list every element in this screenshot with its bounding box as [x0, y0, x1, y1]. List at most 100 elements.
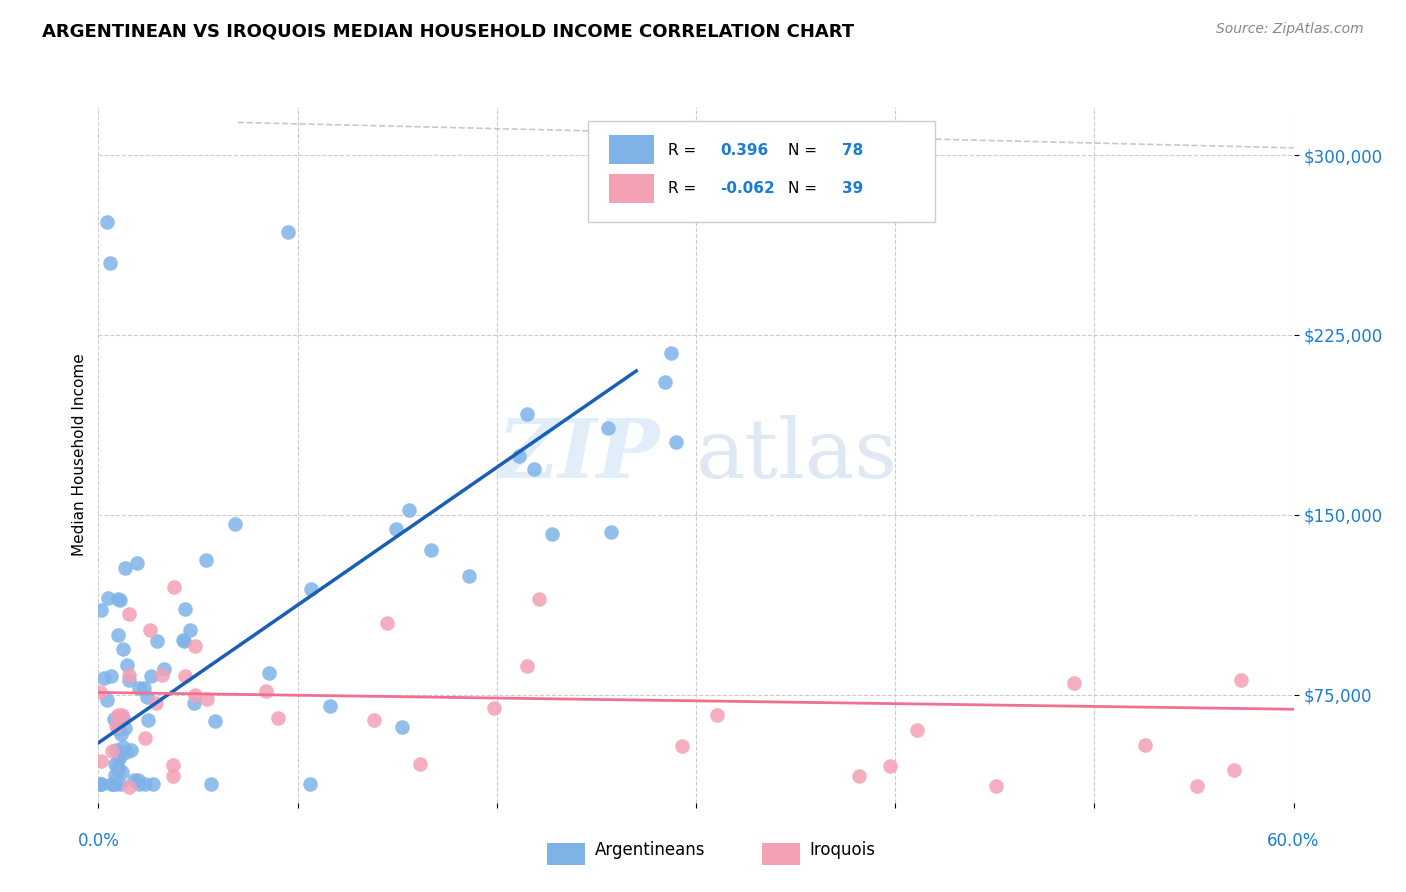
Point	[107, 722, 129, 736]
Point	[90, 603, 112, 617]
Point	[96, 215, 118, 229]
Point	[523, 461, 546, 475]
FancyBboxPatch shape	[609, 174, 654, 203]
Text: ZIP: ZIP	[498, 415, 661, 495]
Point	[529, 592, 551, 607]
Text: 78: 78	[842, 143, 863, 158]
Text: ARGENTINEAN VS IROQUOIS MEDIAN HOUSEHOLD INCOME CORRELATION CHART: ARGENTINEAN VS IROQUOIS MEDIAN HOUSEHOLD…	[42, 22, 855, 40]
Point	[457, 569, 479, 583]
Point	[184, 688, 207, 702]
Point	[105, 719, 128, 733]
Point	[385, 522, 408, 536]
Point	[118, 673, 141, 687]
Point	[115, 745, 138, 759]
Point	[848, 769, 870, 783]
Point	[1230, 673, 1253, 687]
FancyBboxPatch shape	[547, 843, 585, 865]
Point	[104, 743, 127, 757]
Point	[174, 669, 197, 683]
Point	[152, 662, 174, 676]
Point	[136, 713, 159, 727]
Point	[142, 776, 165, 790]
Point	[139, 668, 162, 682]
Point	[107, 760, 129, 774]
Point	[114, 560, 136, 574]
Point	[114, 721, 136, 735]
Point	[671, 739, 693, 753]
Point	[108, 776, 131, 790]
Point	[107, 628, 129, 642]
Point	[194, 553, 217, 567]
Point	[1135, 738, 1157, 752]
FancyBboxPatch shape	[588, 121, 935, 222]
Point	[128, 776, 150, 790]
Point	[665, 435, 688, 450]
Point	[135, 690, 157, 704]
Point	[112, 711, 135, 725]
Point	[120, 743, 142, 757]
Point	[107, 592, 129, 607]
Point	[600, 525, 623, 540]
Point	[138, 623, 160, 637]
Point	[117, 780, 139, 794]
Point	[172, 633, 194, 648]
FancyBboxPatch shape	[762, 843, 800, 865]
Point	[89, 776, 111, 790]
Point	[101, 776, 124, 790]
Point	[319, 698, 342, 713]
Point	[117, 668, 139, 682]
Point	[110, 727, 132, 741]
Text: 0.396: 0.396	[720, 143, 768, 158]
Point	[398, 503, 420, 517]
Point	[108, 750, 131, 764]
Point	[173, 602, 195, 616]
Point	[111, 642, 134, 657]
Point	[104, 776, 127, 790]
Point	[112, 740, 135, 755]
Point	[97, 591, 120, 605]
Point	[127, 773, 149, 788]
Point	[195, 692, 218, 706]
Point	[277, 225, 299, 239]
Point	[1222, 763, 1244, 777]
Point	[391, 720, 413, 734]
Text: 60.0%: 60.0%	[1267, 831, 1320, 849]
Point	[124, 773, 146, 788]
Point	[173, 634, 195, 648]
Text: Argentineans: Argentineans	[595, 841, 704, 859]
Point	[299, 582, 322, 597]
Point	[654, 376, 676, 390]
Point	[96, 692, 118, 706]
Point	[179, 623, 201, 637]
Point	[128, 681, 150, 695]
Point	[1063, 675, 1085, 690]
Point	[162, 769, 184, 783]
Y-axis label: Median Household Income: Median Household Income	[72, 353, 87, 557]
Point	[111, 764, 134, 779]
Point	[110, 748, 132, 763]
Point	[204, 714, 226, 729]
Text: Source: ZipAtlas.com: Source: ZipAtlas.com	[1216, 22, 1364, 37]
Point	[150, 668, 173, 682]
Point	[419, 542, 441, 557]
Point	[134, 776, 156, 790]
Point	[163, 580, 186, 594]
Text: atlas: atlas	[696, 415, 898, 495]
Point	[224, 516, 246, 531]
Point	[299, 776, 322, 790]
Point	[146, 633, 169, 648]
Point	[111, 708, 134, 723]
Point	[706, 708, 728, 723]
Text: N =: N =	[787, 143, 823, 158]
Point	[107, 708, 129, 723]
Point	[103, 712, 125, 726]
Point	[482, 701, 505, 715]
Point	[90, 754, 112, 768]
Point	[879, 759, 901, 773]
Point	[905, 723, 928, 737]
Point	[515, 407, 537, 421]
Point	[259, 665, 281, 680]
Point	[104, 767, 127, 781]
Point	[516, 659, 538, 673]
Point	[145, 696, 167, 710]
